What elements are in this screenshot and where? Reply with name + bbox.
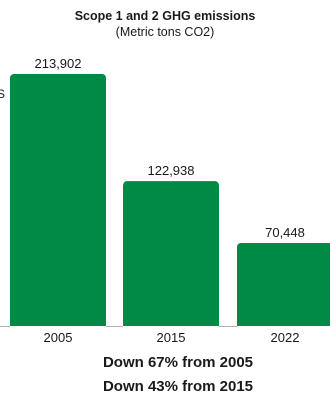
bar-base-mask	[10, 326, 106, 332]
x-tick-label-2022: 2022	[271, 330, 300, 345]
bar-2015	[123, 181, 219, 330]
bar-2005	[10, 74, 106, 330]
cropped-side-text: S	[0, 87, 6, 101]
bar-base-mask	[237, 326, 330, 332]
chart-title: Scope 1 and 2 GHG emissions	[74, 9, 256, 23]
value-label-2022: 70,448	[265, 225, 305, 240]
bar-chart: 213,902 2005 122,938 2015 70,448 2022	[0, 56, 330, 345]
value-label-2015: 122,938	[148, 163, 195, 178]
reduction-note-2015: Down 43% from 2015	[102, 378, 254, 395]
reduction-note-2005: Down 67% from 2005	[102, 354, 254, 371]
bar-2022	[237, 243, 330, 330]
chart-subtitle: (Metric tons CO2)	[115, 25, 215, 39]
x-tick-label-2005: 2005	[44, 330, 73, 345]
bar-base-mask	[123, 326, 219, 332]
x-tick-label-2015: 2015	[157, 330, 186, 345]
value-label-2005: 213,902	[35, 56, 82, 71]
